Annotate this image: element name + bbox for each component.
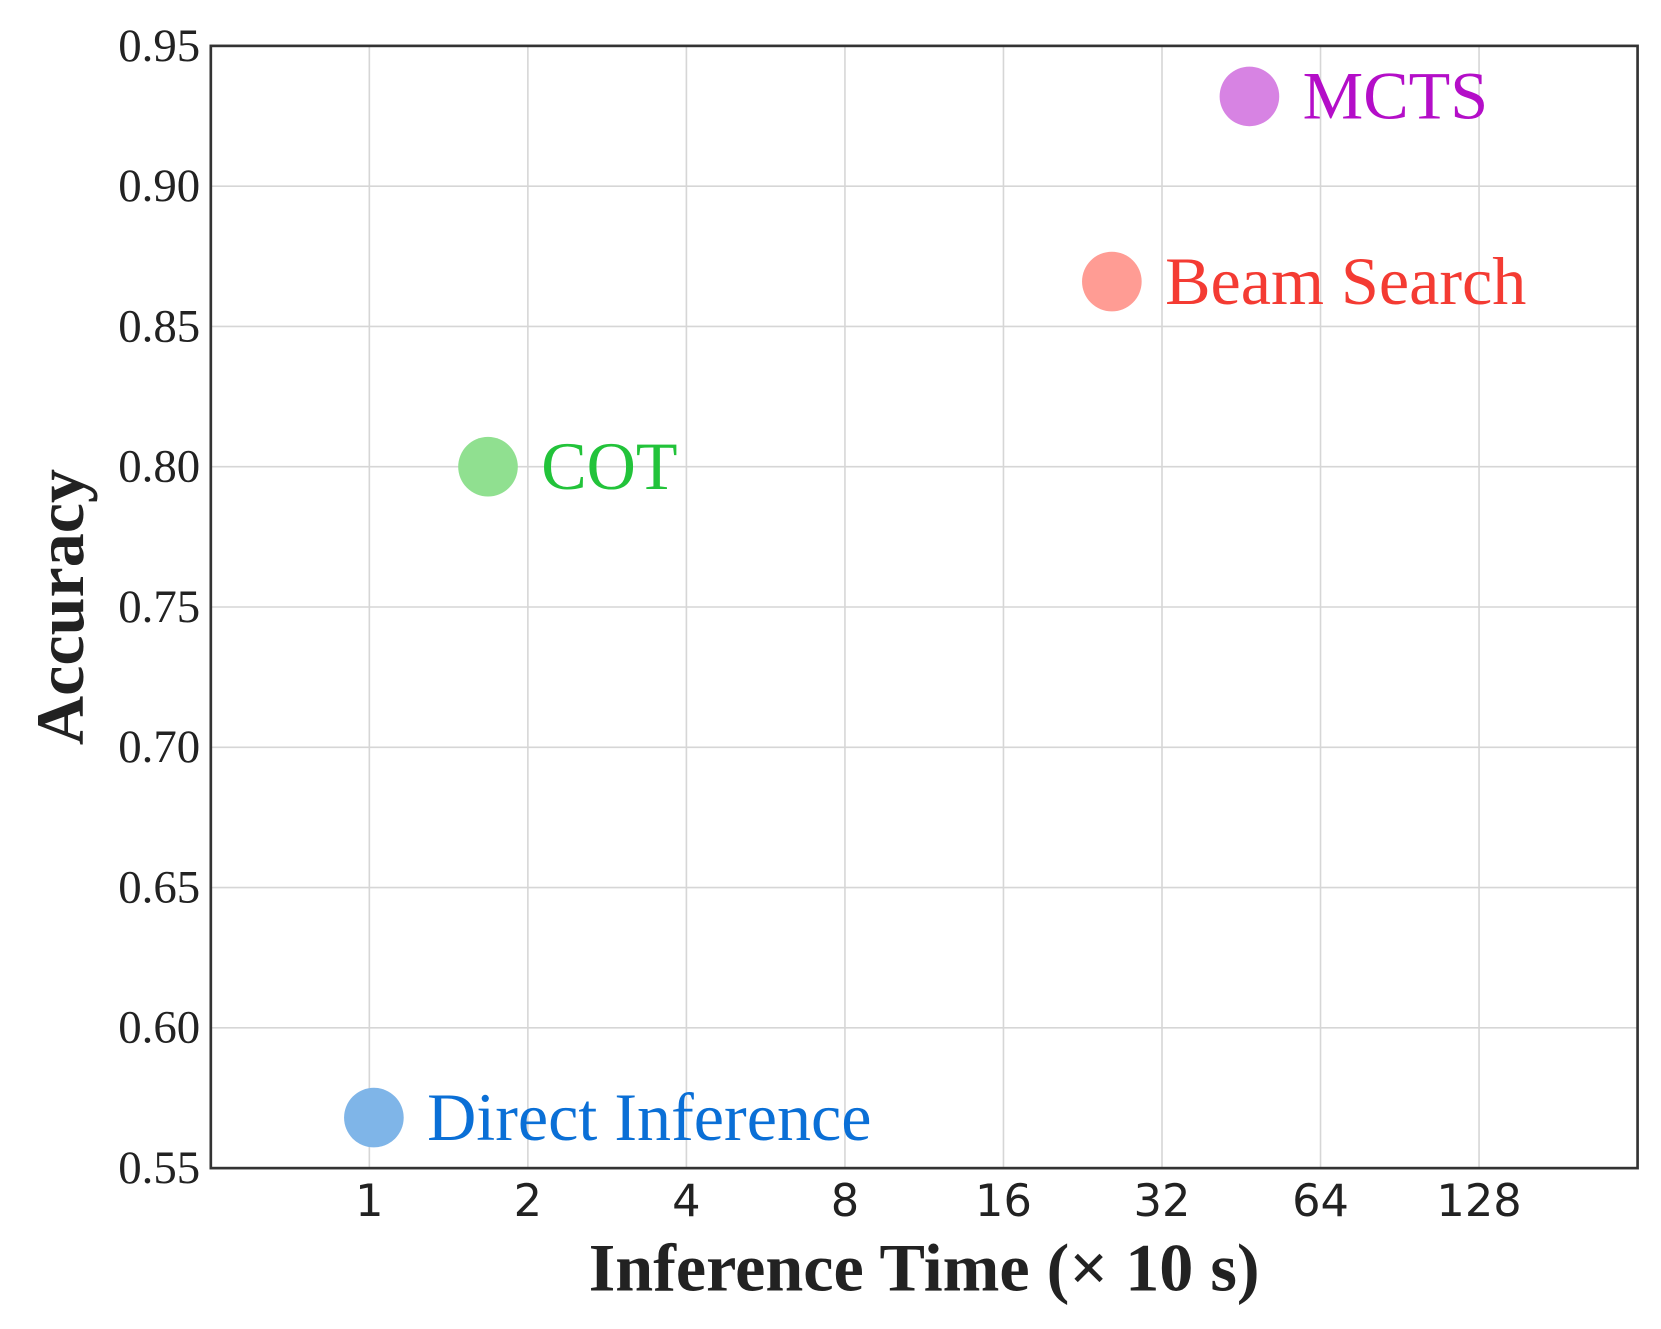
y-tick-label: 0.65 — [118, 861, 200, 913]
data-points: Direct Inference COT Beam Search MCTS — [344, 58, 1526, 1155]
grid — [210, 45, 1638, 1169]
x-tick-label: 32 — [1134, 1174, 1191, 1227]
x-tick-label: 128 — [1436, 1174, 1521, 1227]
data-point-label: MCTS — [1303, 58, 1489, 134]
x-tick-label: 2 — [514, 1174, 542, 1227]
y-tick-label: 0.55 — [118, 1142, 200, 1194]
x-axis-label: Inference Time (× 10 s) — [589, 1230, 1260, 1306]
x-tick-label: 4 — [672, 1174, 700, 1227]
x-tick-label: 16 — [975, 1174, 1032, 1227]
x-tick-label: 1 — [355, 1174, 383, 1227]
y-tick-label: 0.80 — [118, 441, 200, 493]
x-tick-labels: 1 2 4 8 16 32 64 128 — [355, 1174, 1522, 1227]
y-tick-labels: 0.55 0.60 0.65 0.70 0.75 0.80 0.85 0.90 0.95 — [118, 20, 200, 1194]
plot-frame — [209, 44, 1639, 1170]
y-axis-label: Accuracy — [22, 469, 98, 745]
data-point-marker — [1219, 66, 1280, 127]
x-tick-label: 8 — [831, 1174, 859, 1227]
y-tick-label: 0.90 — [118, 160, 200, 212]
data-point-label: Direct Inference — [427, 1079, 871, 1155]
y-tick-label: 0.95 — [118, 20, 200, 72]
y-tick-label: 0.85 — [118, 300, 200, 352]
data-point-label: Beam Search — [1165, 243, 1526, 319]
data-point-marker — [458, 436, 518, 497]
y-tick-label: 0.60 — [118, 1002, 200, 1054]
y-tick-label: 0.75 — [118, 581, 200, 633]
data-point-label: COT — [541, 428, 677, 504]
x-tick-label: 64 — [1292, 1174, 1349, 1227]
y-tick-label: 0.70 — [118, 721, 200, 773]
data-point-marker — [1082, 251, 1142, 312]
data-point-marker — [344, 1087, 404, 1148]
